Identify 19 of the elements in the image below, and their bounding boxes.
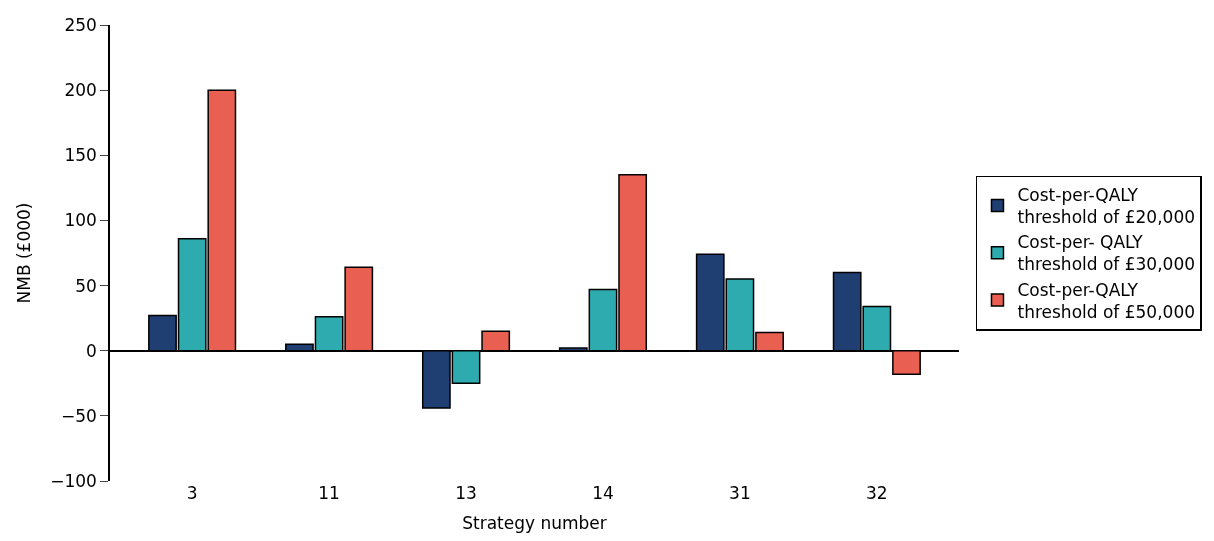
y-tick-label: 200 (64, 80, 97, 101)
y-tick-label: 100 (64, 210, 97, 231)
x-axis-title: Strategy number (462, 513, 607, 534)
y-tick-label: 50 (75, 275, 97, 296)
y-tick-label: 0 (86, 340, 97, 361)
y-tick-label: 250 (64, 14, 97, 35)
legend-label: Cost-per- QALY threshold of £30,000 (1017, 232, 1196, 275)
legend-label: Cost-per-QALY threshold of £20,000 (1017, 185, 1196, 228)
y-axis-title: NMB (£000) (14, 202, 35, 304)
y-tick-label: −100 (50, 470, 97, 491)
legend-label: Cost-per-QALY threshold of £50,000 (1017, 279, 1196, 322)
x-tick-label: 3 (186, 483, 198, 503)
y-tick-label: −50 (60, 405, 97, 426)
x-tick-label: 13 (455, 483, 477, 503)
x-tick-label: 31 (729, 483, 751, 503)
y-tick-label: 150 (64, 145, 97, 166)
x-tick-label: 11 (318, 483, 340, 503)
x-tick-label: 14 (592, 483, 614, 503)
x-tick-label: 32 (866, 483, 888, 503)
